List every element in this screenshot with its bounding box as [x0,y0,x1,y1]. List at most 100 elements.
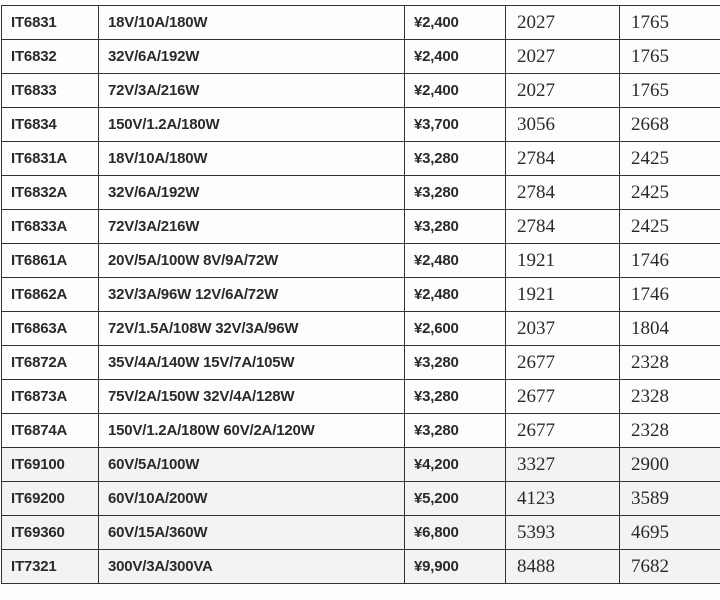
model-cell: IT6861A [1,243,99,278]
value-cell-a: 2027 [505,73,620,108]
model-cell: IT6833 [1,73,99,108]
value-cell-a: 3327 [505,447,620,482]
spec-cell: 60V/15A/360W [98,515,405,550]
spec-cell: 72V/3A/216W [98,73,405,108]
table-row: IT6833 72V/3A/216W ¥2,400 2027 1765 [1,73,720,108]
value-cell-b: 1746 [619,277,720,312]
value-cell-a: 2784 [505,209,620,244]
spec-cell: 60V/5A/100W [98,447,405,482]
value-cell-a: 3056 [505,107,620,142]
price-cell: ¥2,600 [404,311,506,346]
spec-cell: 72V/3A/216W [98,209,405,244]
model-cell: IT6831 [1,5,99,40]
price-cell: ¥2,400 [404,5,506,40]
spec-cell: 150V/1.2A/180W 60V/2A/120W [98,413,405,448]
price-cell: ¥2,480 [404,243,506,278]
table-row: IT6832A 32V/6A/192W ¥3,280 2784 2425 [1,175,720,210]
value-cell-b: 2425 [619,175,720,210]
value-cell-b: 7682 [619,549,720,584]
value-cell-a: 5393 [505,515,620,550]
value-cell-a: 1921 [505,243,620,278]
price-cell: ¥2,480 [404,277,506,312]
value-cell-a: 2027 [505,39,620,74]
value-cell-a: 2027 [505,5,620,40]
spec-cell: 300V/3A/300VA [98,549,405,584]
price-cell: ¥3,280 [404,209,506,244]
spec-cell: 72V/1.5A/108W 32V/3A/96W [98,311,405,346]
price-cell: ¥2,400 [404,73,506,108]
value-cell-a: 2677 [505,413,620,448]
model-cell: IT69100 [1,447,99,482]
spec-cell: 32V/6A/192W [98,175,405,210]
spec-cell: 35V/4A/140W 15V/7A/105W [98,345,405,380]
table-row: IT69200 60V/10A/200W ¥5,200 4123 3589 [1,481,720,516]
model-cell: IT6872A [1,345,99,380]
model-cell: IT6832A [1,175,99,210]
model-cell: IT6873A [1,379,99,414]
value-cell-b: 2328 [619,413,720,448]
table-row: IT6874A 150V/1.2A/180W 60V/2A/120W ¥3,280 2… [1,413,720,448]
value-cell-a: 2784 [505,175,620,210]
value-cell-b: 1765 [619,5,720,40]
model-cell: IT6832 [1,39,99,74]
model-cell: IT6834 [1,107,99,142]
spec-cell: 32V/6A/192W [98,39,405,74]
price-cell: ¥3,700 [404,107,506,142]
value-cell-a: 2677 [505,345,620,380]
spec-cell: 75V/2A/150W 32V/4A/128W [98,379,405,414]
model-cell: IT6831A [1,141,99,176]
table-row: IT6862A 32V/3A/96W 12V/6A/72W ¥2,480 1921 17… [1,277,720,312]
spec-cell: 18V/10A/180W [98,141,405,176]
value-cell-a: 2677 [505,379,620,414]
price-cell: ¥3,280 [404,345,506,380]
model-cell: IT6833A [1,209,99,244]
price-cell: ¥9,900 [404,549,506,584]
value-cell-b: 2425 [619,209,720,244]
price-cell: ¥5,200 [404,481,506,516]
value-cell-a: 8488 [505,549,620,584]
value-cell-b: 2900 [619,447,720,482]
price-cell: ¥4,200 [404,447,506,482]
table-row: IT69100 60V/5A/100W ¥4,200 3327 2900 [1,447,720,482]
value-cell-b: 2668 [619,107,720,142]
price-cell: ¥3,280 [404,141,506,176]
price-cell: ¥2,400 [404,39,506,74]
value-cell-b: 2328 [619,379,720,414]
model-cell: IT6874A [1,413,99,448]
value-cell-b: 1765 [619,73,720,108]
value-cell-a: 4123 [505,481,620,516]
value-cell-a: 2037 [505,311,620,346]
table-row: IT6873A 75V/2A/150W 32V/4A/128W ¥3,280 2677… [1,379,720,414]
value-cell-b: 2328 [619,345,720,380]
value-cell-b: 3589 [619,481,720,516]
model-cell: IT6862A [1,277,99,312]
table-row: IT6834 150V/1.2A/180W ¥3,700 3056 2668 [1,107,720,142]
table-row: IT69360 60V/15A/360W ¥6,800 5393 4695 [1,515,720,550]
model-cell: IT69200 [1,481,99,516]
table-row: IT7321 300V/3A/300VA ¥9,900 8488 7682 [1,549,720,584]
table-row: IT6831A 18V/10A/180W ¥3,280 2784 2425 [1,141,720,176]
price-table: IT6831 18V/10A/180W ¥2,400 2027 1765 IT6832 32… [1,5,720,584]
value-cell-a: 2784 [505,141,620,176]
value-cell-b: 1765 [619,39,720,74]
model-cell: IT69360 [1,515,99,550]
table-row: IT6833A 72V/3A/216W ¥3,280 2784 2425 [1,209,720,244]
value-cell-b: 1746 [619,243,720,278]
table-row: IT6831 18V/10A/180W ¥2,400 2027 1765 [1,5,720,40]
table-row: IT6832 32V/6A/192W ¥2,400 2027 1765 [1,39,720,74]
spec-cell: 150V/1.2A/180W [98,107,405,142]
spec-cell: 60V/10A/200W [98,481,405,516]
price-cell: ¥3,280 [404,413,506,448]
price-cell: ¥3,280 [404,379,506,414]
table-row: IT6861A 20V/5A/100W 8V/9A/72W ¥2,480 1921 17… [1,243,720,278]
table-row: IT6863A 72V/1.5A/108W 32V/3A/96W ¥2,600 203… [1,311,720,346]
model-cell: IT6863A [1,311,99,346]
price-table-body: IT6831 18V/10A/180W ¥2,400 2027 1765 IT6832 32… [1,5,720,584]
value-cell-b: 2425 [619,141,720,176]
price-cell: ¥6,800 [404,515,506,550]
model-cell: IT7321 [1,549,99,584]
value-cell-a: 1921 [505,277,620,312]
spec-cell: 18V/10A/180W [98,5,405,40]
price-cell: ¥3,280 [404,175,506,210]
spec-cell: 20V/5A/100W 8V/9A/72W [98,243,405,278]
